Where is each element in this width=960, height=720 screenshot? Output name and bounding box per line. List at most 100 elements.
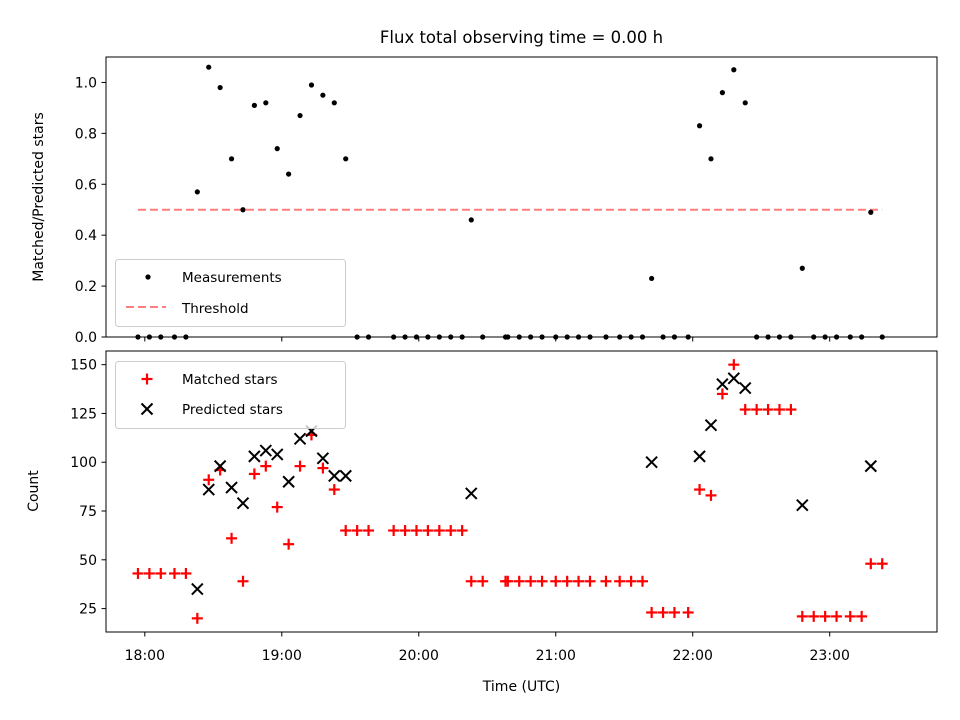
matched-star-point bbox=[705, 489, 717, 501]
matched-star-point bbox=[614, 575, 626, 587]
matched-star-point bbox=[668, 606, 680, 618]
predicted-star-point bbox=[339, 469, 352, 483]
measurement-point bbox=[217, 84, 223, 91]
predicted-star-point bbox=[259, 444, 273, 457]
bottom-y-tick-label: 50 bbox=[79, 553, 97, 569]
top-y-axis-label: Matched/Predicted stars bbox=[31, 112, 47, 282]
matched-star-point bbox=[422, 525, 434, 537]
matched-star-point bbox=[762, 404, 774, 416]
top-y-tick-label: 0.4 bbox=[75, 228, 97, 244]
matched-star-point bbox=[132, 567, 144, 579]
measurement-point bbox=[320, 92, 326, 98]
predicted-star-point bbox=[739, 381, 752, 395]
measurement-point bbox=[331, 100, 337, 106]
bottom-legend-box bbox=[115, 361, 346, 429]
matched-star-point bbox=[260, 460, 272, 472]
top-legend-box bbox=[115, 259, 346, 327]
matched-star-point bbox=[716, 388, 728, 400]
measurement-point bbox=[468, 217, 474, 223]
x-axis-label: Time (UTC) bbox=[482, 679, 560, 695]
measurement-point bbox=[228, 156, 235, 162]
measurement-point bbox=[308, 82, 315, 88]
bottom-y-tick-label: 150 bbox=[70, 358, 97, 374]
matched-star-point bbox=[536, 575, 548, 587]
matched-star-point bbox=[728, 359, 740, 371]
x-tick-label: 18:00 bbox=[125, 648, 165, 664]
bottom-panel: 18:00 19:00 20:00 21:00 22:00 23:00 25 50 75 100 1… bbox=[26, 350, 938, 695]
matched-star-point bbox=[191, 612, 203, 624]
legend-label-predicted-stars: Predicted stars bbox=[182, 402, 283, 418]
top-legend: Measurements Threshold bbox=[115, 259, 346, 327]
predicted-star-point bbox=[271, 448, 284, 461]
top-axes-frame bbox=[105, 56, 938, 338]
matched-star-point bbox=[773, 404, 785, 416]
legend-marker-predicted-stars bbox=[140, 402, 154, 416]
top-y-tick-label: 0.2 bbox=[75, 279, 97, 295]
matched-star-point bbox=[456, 525, 468, 537]
x-tick-label: 19:00 bbox=[262, 648, 302, 664]
matched-star-point bbox=[283, 538, 295, 550]
matched-star-point bbox=[388, 525, 400, 537]
predicted-star-point bbox=[293, 432, 307, 446]
chart-title: Flux total observing time = 0.00 h bbox=[380, 28, 663, 47]
matched-star-point bbox=[876, 558, 888, 570]
predicted-star-point bbox=[225, 481, 238, 494]
predicted-star-point bbox=[727, 372, 741, 385]
x-tick-label: 20:00 bbox=[399, 648, 439, 664]
measurement-point bbox=[194, 189, 200, 195]
x-tick-label: 22:00 bbox=[673, 648, 713, 664]
matched-star-point bbox=[143, 567, 155, 579]
bottom-axes-frame bbox=[105, 350, 938, 633]
measurement-point bbox=[731, 67, 737, 73]
top-y-tick-label: 0.6 bbox=[75, 177, 97, 193]
matched-star-point bbox=[237, 575, 249, 587]
bottom-y-axis-label: Count bbox=[26, 470, 42, 512]
x-tick-label: 21:00 bbox=[536, 648, 576, 664]
matched-star-point bbox=[796, 610, 808, 622]
measurement-point bbox=[696, 123, 703, 129]
measurement-point bbox=[274, 146, 280, 152]
top-y-tick-label: 0.0 bbox=[75, 330, 97, 346]
matched-star-point bbox=[646, 606, 658, 618]
predicted-star-point bbox=[693, 450, 706, 463]
predicted-star-point bbox=[248, 450, 261, 463]
matched-star-point bbox=[625, 575, 637, 587]
matched-star-point bbox=[573, 575, 585, 587]
bottom-y-tick-label: 75 bbox=[79, 504, 97, 520]
legend-marker-measurements bbox=[145, 274, 151, 280]
measurement-point bbox=[343, 156, 349, 162]
matched-star-point bbox=[363, 525, 375, 537]
bottom-y-tick-label: 25 bbox=[79, 602, 97, 618]
matched-star-point bbox=[844, 610, 856, 622]
matched-star-point bbox=[410, 525, 422, 537]
measurement-point bbox=[251, 102, 257, 108]
predicted-star-point bbox=[796, 498, 809, 512]
legend-label-measurements: Measurements bbox=[182, 270, 282, 286]
measurement-point bbox=[297, 112, 303, 119]
predicted-star-point bbox=[465, 487, 478, 500]
matched-star-point bbox=[328, 484, 340, 496]
matched-star-point bbox=[682, 606, 694, 618]
matched-star-point bbox=[785, 404, 797, 416]
matched-star-point bbox=[525, 575, 537, 587]
top-panel: 0.0 0.2 0.4 0.6 0.8 1.0 Flux total observing … bbox=[31, 28, 938, 346]
matched-star-point bbox=[856, 610, 868, 622]
predicted-star-point bbox=[191, 582, 204, 596]
matched-star-point bbox=[226, 532, 238, 544]
matched-star-point bbox=[477, 575, 489, 587]
matched-star-point bbox=[502, 575, 514, 587]
measurement-point bbox=[286, 171, 292, 177]
measurement-point bbox=[719, 90, 726, 96]
bottom-legend-markers bbox=[140, 373, 154, 416]
matched-star-point bbox=[657, 606, 669, 618]
top-plot-area bbox=[135, 64, 885, 340]
measurement-point bbox=[742, 100, 748, 106]
legend-label-matched-stars: Matched stars bbox=[182, 372, 278, 388]
measurement-point bbox=[206, 64, 212, 70]
matched-star-point bbox=[694, 484, 706, 496]
measurement-point bbox=[240, 207, 246, 213]
measurement-point bbox=[868, 209, 874, 215]
top-axis-ticks: 0.0 0.2 0.4 0.6 0.8 1.0 bbox=[75, 75, 831, 346]
matched-star-point bbox=[600, 575, 612, 587]
